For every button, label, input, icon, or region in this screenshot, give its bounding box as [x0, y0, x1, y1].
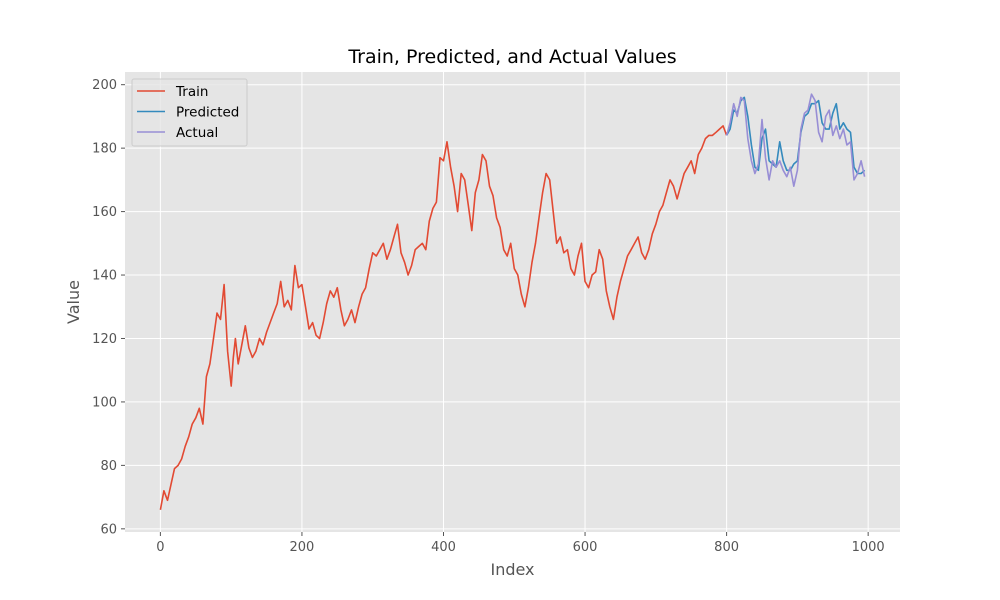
y-tick-label: 80	[100, 459, 117, 474]
legend-label-train: Train	[175, 84, 208, 100]
y-tick-label: 120	[92, 332, 117, 347]
y-tick-label: 160	[92, 205, 117, 220]
x-tick-label: 800	[714, 540, 739, 555]
x-tick-label: 1000	[852, 540, 885, 555]
legend-item-actual: Actual	[137, 125, 218, 141]
y-axis-label: Value	[64, 280, 83, 324]
y-tick-label: 60	[100, 522, 117, 537]
grid-lines	[125, 72, 900, 532]
legend-label-actual: Actual	[176, 125, 218, 141]
legend-box	[131, 78, 248, 147]
x-tick-label: 400	[431, 540, 456, 555]
legend-item-predicted: Predicted	[137, 105, 239, 121]
legend-item-train: Train	[137, 84, 208, 100]
x-tick-label: 0	[156, 540, 164, 555]
y-tick-label: 180	[92, 142, 117, 157]
x-tick-label: 200	[290, 540, 315, 555]
legend: Train Predicted Actual	[131, 78, 248, 147]
series-line-predicted	[725, 96, 866, 175]
x-tick-label: 600	[573, 540, 598, 555]
series-line-train	[159, 125, 728, 510]
series-line-actual	[725, 93, 866, 187]
x-axis-label: Index	[490, 560, 534, 579]
series-lines	[159, 93, 866, 510]
y-tick-label: 100	[92, 395, 117, 410]
y-tick-label: 140	[92, 269, 117, 284]
chart-title: Train, Predicted, and Actual Values	[347, 46, 676, 68]
legend-label-predicted: Predicted	[176, 105, 239, 121]
plot-area	[125, 72, 900, 532]
y-tick-label: 200	[92, 78, 117, 93]
axis-ticks: 0 200 400 600 800 1000 60 80 100 120 140 160 180 200	[92, 78, 885, 555]
